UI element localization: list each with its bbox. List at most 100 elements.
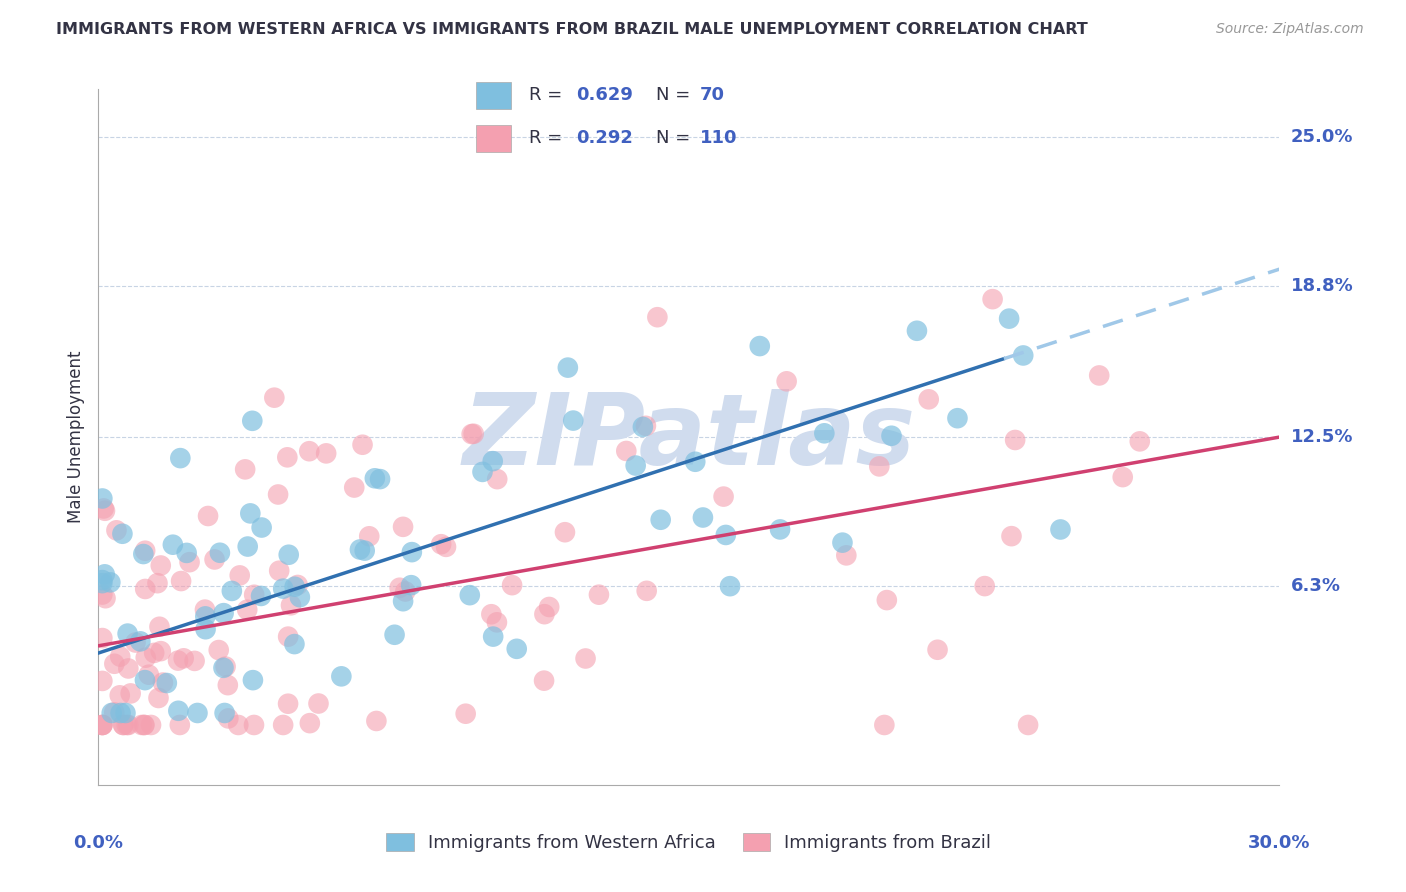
- Point: [873, 718, 896, 732]
- Point: [91, 576, 114, 591]
- Point: [173, 651, 195, 665]
- Text: 12.5%: 12.5%: [1291, 428, 1353, 446]
- Point: [287, 578, 309, 592]
- Point: [624, 458, 647, 473]
- Point: [482, 630, 505, 644]
- Point: [714, 528, 737, 542]
- Point: [463, 426, 485, 441]
- Point: [276, 450, 298, 465]
- Point: [115, 718, 138, 732]
- Point: [533, 607, 555, 622]
- Point: [242, 673, 264, 687]
- Point: [117, 661, 139, 675]
- Point: [143, 646, 166, 660]
- Point: [973, 579, 995, 593]
- Point: [280, 599, 302, 613]
- Point: [460, 427, 482, 442]
- Point: [813, 426, 835, 441]
- Point: [236, 603, 259, 617]
- Point: [267, 487, 290, 501]
- Point: [927, 642, 949, 657]
- Point: [557, 360, 579, 375]
- Point: [538, 599, 561, 614]
- Point: [399, 578, 422, 592]
- Point: [91, 718, 114, 732]
- Point: [905, 324, 928, 338]
- Point: [631, 420, 654, 434]
- Point: [236, 540, 259, 554]
- Point: [243, 718, 266, 732]
- Point: [91, 673, 114, 688]
- Point: [998, 311, 1021, 326]
- Point: [212, 661, 235, 675]
- Y-axis label: Male Unemployment: Male Unemployment: [66, 351, 84, 524]
- Point: [277, 548, 299, 562]
- Point: [94, 504, 117, 518]
- Point: [434, 540, 457, 554]
- Point: [614, 444, 637, 458]
- Point: [152, 675, 174, 690]
- Point: [139, 718, 162, 732]
- Point: [194, 609, 217, 624]
- Point: [1129, 434, 1152, 449]
- Point: [134, 582, 156, 596]
- Point: [94, 591, 117, 606]
- Text: 25.0%: 25.0%: [1291, 128, 1353, 146]
- Point: [471, 465, 494, 479]
- Point: [368, 472, 391, 486]
- Point: [1000, 529, 1022, 543]
- Point: [554, 525, 576, 540]
- Point: [388, 581, 411, 595]
- Point: [250, 589, 273, 603]
- Text: N =: N =: [655, 87, 696, 104]
- Point: [485, 615, 508, 630]
- Point: [277, 697, 299, 711]
- Point: [1017, 718, 1039, 732]
- Point: [271, 582, 294, 596]
- Point: [288, 590, 311, 604]
- Point: [208, 643, 231, 657]
- Point: [112, 718, 135, 732]
- Point: [283, 637, 305, 651]
- Point: [269, 564, 291, 578]
- Point: [775, 374, 797, 388]
- Point: [359, 529, 381, 543]
- Point: [117, 718, 139, 732]
- Point: [835, 549, 858, 563]
- Point: [562, 414, 585, 428]
- Point: [91, 718, 114, 732]
- Point: [263, 391, 285, 405]
- Point: [486, 472, 509, 486]
- Point: [243, 588, 266, 602]
- Point: [134, 673, 156, 687]
- Point: [93, 567, 115, 582]
- Point: [392, 520, 415, 534]
- Point: [169, 451, 191, 466]
- Point: [132, 547, 155, 561]
- Point: [91, 573, 114, 587]
- Point: [366, 714, 388, 728]
- Point: [179, 555, 201, 569]
- Point: [212, 606, 235, 620]
- Point: [946, 411, 969, 425]
- Point: [343, 481, 366, 495]
- Point: [298, 716, 321, 731]
- Text: 18.8%: 18.8%: [1291, 277, 1354, 295]
- Point: [918, 392, 941, 407]
- Point: [98, 575, 121, 590]
- Point: [131, 718, 153, 732]
- Point: [100, 706, 122, 720]
- Point: [394, 584, 416, 599]
- Point: [330, 669, 353, 683]
- FancyBboxPatch shape: [475, 82, 512, 109]
- Point: [430, 537, 453, 551]
- Text: Source: ZipAtlas.com: Source: ZipAtlas.com: [1216, 22, 1364, 37]
- Point: [250, 520, 273, 534]
- Point: [148, 690, 170, 705]
- Point: [1088, 368, 1111, 383]
- Point: [533, 673, 555, 688]
- Text: N =: N =: [655, 129, 696, 147]
- Point: [308, 697, 330, 711]
- Text: 30.0%: 30.0%: [1249, 833, 1310, 852]
- Point: [91, 491, 114, 506]
